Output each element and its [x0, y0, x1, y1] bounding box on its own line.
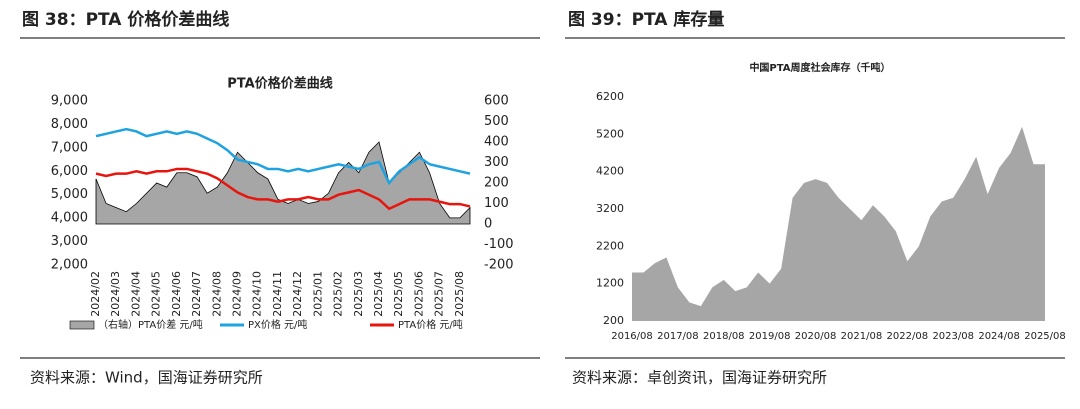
x-tick-label: 2017/08	[657, 331, 699, 342]
y2-tick-label: 200	[484, 176, 509, 191]
y-tick-label: 1200	[596, 277, 624, 290]
y2-tick-label: 100	[484, 196, 509, 211]
legend-label: （右轴）PTA价差 元/吨	[98, 318, 203, 331]
x-tick-label: 2021/08	[841, 331, 883, 342]
y-tick-label: 4200	[596, 165, 624, 178]
area	[632, 126, 1045, 321]
x-tick-label: 2018/08	[703, 331, 745, 342]
y-tick-label: 200	[603, 314, 624, 327]
y2-tick-label: 600	[484, 94, 509, 109]
area	[95, 141, 471, 225]
chart-title: PTA价格价差曲线	[227, 76, 332, 92]
x-tick-label: 2022/08	[887, 331, 929, 342]
x-tick-label: 2024/10	[251, 271, 264, 317]
figure-caption: 图 38：PTA 价格价差曲线	[22, 9, 229, 30]
x-tick-label: 2024/08	[210, 271, 223, 317]
source-note: 资料来源：卓创资讯，国海证券研究所	[572, 369, 827, 387]
y2-tick-label: 500	[484, 114, 509, 129]
y-tick-label: 3,000	[51, 234, 88, 249]
x-tick-label: 2019/08	[749, 331, 791, 342]
y2-tick-label: -200	[484, 258, 514, 273]
y-tick-label: 5200	[596, 127, 624, 140]
y-tick-label: 9,000	[51, 94, 88, 109]
y2-tick-label: 0	[484, 217, 492, 232]
x-tick-label: 2025/01	[311, 271, 324, 317]
source-note: 资料来源：Wind，国海证券研究所	[30, 369, 263, 387]
y-tick-label: 8,000	[51, 117, 88, 132]
legend-label: PX价格 元/吨	[248, 318, 307, 331]
legend-swatch	[69, 320, 95, 330]
x-tick-label: 2024/02	[89, 271, 102, 317]
x-tick-label: 2025/05	[392, 271, 405, 317]
chart-title: 中国PTA周度社会库存（千吨）	[749, 61, 890, 74]
y-tick-label: 2,000	[51, 258, 88, 273]
x-tick-label: 2024/11	[271, 271, 284, 317]
legend-label: PTA价格 元/吨	[398, 318, 463, 331]
y-tick-label: 5,000	[51, 187, 88, 202]
x-tick-label: 2024/06	[170, 271, 183, 317]
x-tick-label: 2020/08	[795, 331, 837, 342]
y-tick-label: 7,000	[51, 140, 88, 155]
line	[95, 167, 471, 211]
x-tick-label: 2024/08	[978, 331, 1020, 342]
x-tick-label: 2025/06	[412, 271, 425, 317]
line	[95, 127, 471, 186]
x-tick-label: 2016/08	[611, 331, 653, 342]
x-tick-label: 2025/07	[433, 271, 446, 317]
x-tick-label: 2024/05	[150, 271, 163, 317]
x-tick-label: 2024/09	[231, 271, 244, 317]
x-tick-label: 2025/03	[352, 271, 365, 317]
y-tick-label: 4,000	[51, 211, 88, 226]
x-tick-label: 2024/04	[129, 271, 142, 317]
x-tick-label: 2023/08	[932, 331, 974, 342]
x-tick-label: 2025/08	[453, 271, 466, 317]
figure-caption: 图 39：PTA 库存量	[568, 9, 724, 30]
y-tick-label: 2200	[596, 239, 624, 252]
y2-tick-label: -100	[484, 237, 514, 252]
x-tick-label: 2025/04	[372, 271, 385, 317]
y-tick-label: 3200	[596, 202, 624, 215]
y2-tick-label: 300	[484, 155, 509, 170]
y-tick-label: 6,000	[51, 164, 88, 179]
y-tick-label: 6200	[596, 90, 624, 103]
x-tick-label: 2024/07	[190, 271, 203, 317]
x-tick-label: 2024/03	[109, 271, 122, 317]
x-tick-label: 2025/08	[1024, 331, 1066, 342]
y2-tick-label: 400	[484, 135, 509, 150]
x-tick-label: 2024/12	[291, 271, 304, 317]
x-tick-label: 2025/02	[332, 271, 345, 317]
